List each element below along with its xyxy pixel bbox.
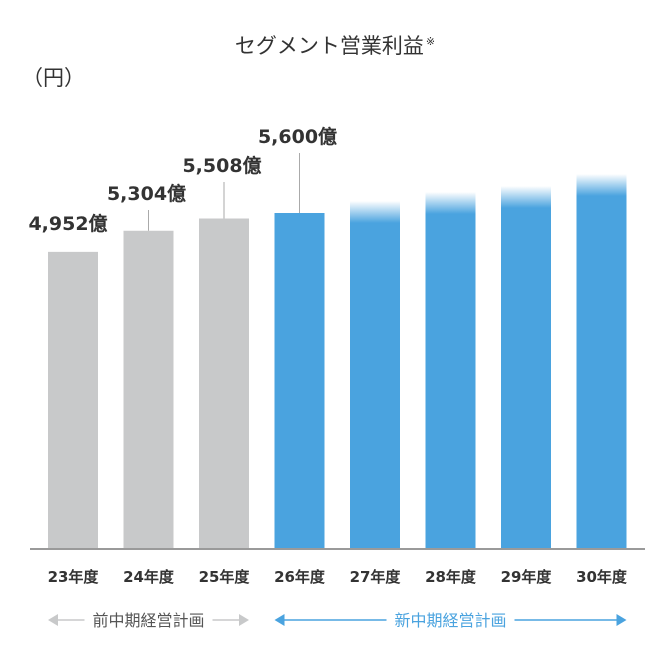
arrow-right-icon xyxy=(239,614,249,626)
plan-label: 前中期経営計画 xyxy=(92,611,204,630)
bar-29年度 xyxy=(501,186,551,549)
bar-24年度 xyxy=(123,230,174,549)
title-note-mark: ※ xyxy=(425,35,436,48)
arrow-left-icon xyxy=(274,614,285,626)
plan-label: 新中期経営計画 xyxy=(394,611,506,630)
bar-25年度 xyxy=(199,218,249,549)
bar-26年度 xyxy=(274,213,325,549)
x-tick-label: 26年度 xyxy=(274,568,326,586)
value-label: 5,600億 xyxy=(258,125,337,148)
x-tick-label: 28年度 xyxy=(425,568,477,586)
x-tick-label: 29年度 xyxy=(501,568,553,586)
x-tick-label: 24年度 xyxy=(123,568,175,586)
chart-title-text: セグメント営業利益 xyxy=(234,34,424,58)
x-tick-label: 30年度 xyxy=(576,568,628,586)
unit-label: （円） xyxy=(22,66,85,90)
x-tick-label: 23年度 xyxy=(48,568,100,586)
bar-27年度 xyxy=(350,201,400,549)
x-tick-label: 27年度 xyxy=(350,568,402,586)
value-label: 4,952億 xyxy=(28,212,107,235)
arrow-left-icon xyxy=(48,614,58,626)
value-label: 5,508億 xyxy=(182,154,261,177)
bar-23年度 xyxy=(48,251,98,549)
arrow-right-icon xyxy=(616,614,627,626)
x-tick-label: 25年度 xyxy=(199,568,251,586)
chart-title: セグメント営業利益 ※ xyxy=(0,30,670,60)
value-label: 5,304億 xyxy=(107,182,186,205)
bar-30年度 xyxy=(576,174,627,549)
bar-28年度 xyxy=(425,192,476,549)
